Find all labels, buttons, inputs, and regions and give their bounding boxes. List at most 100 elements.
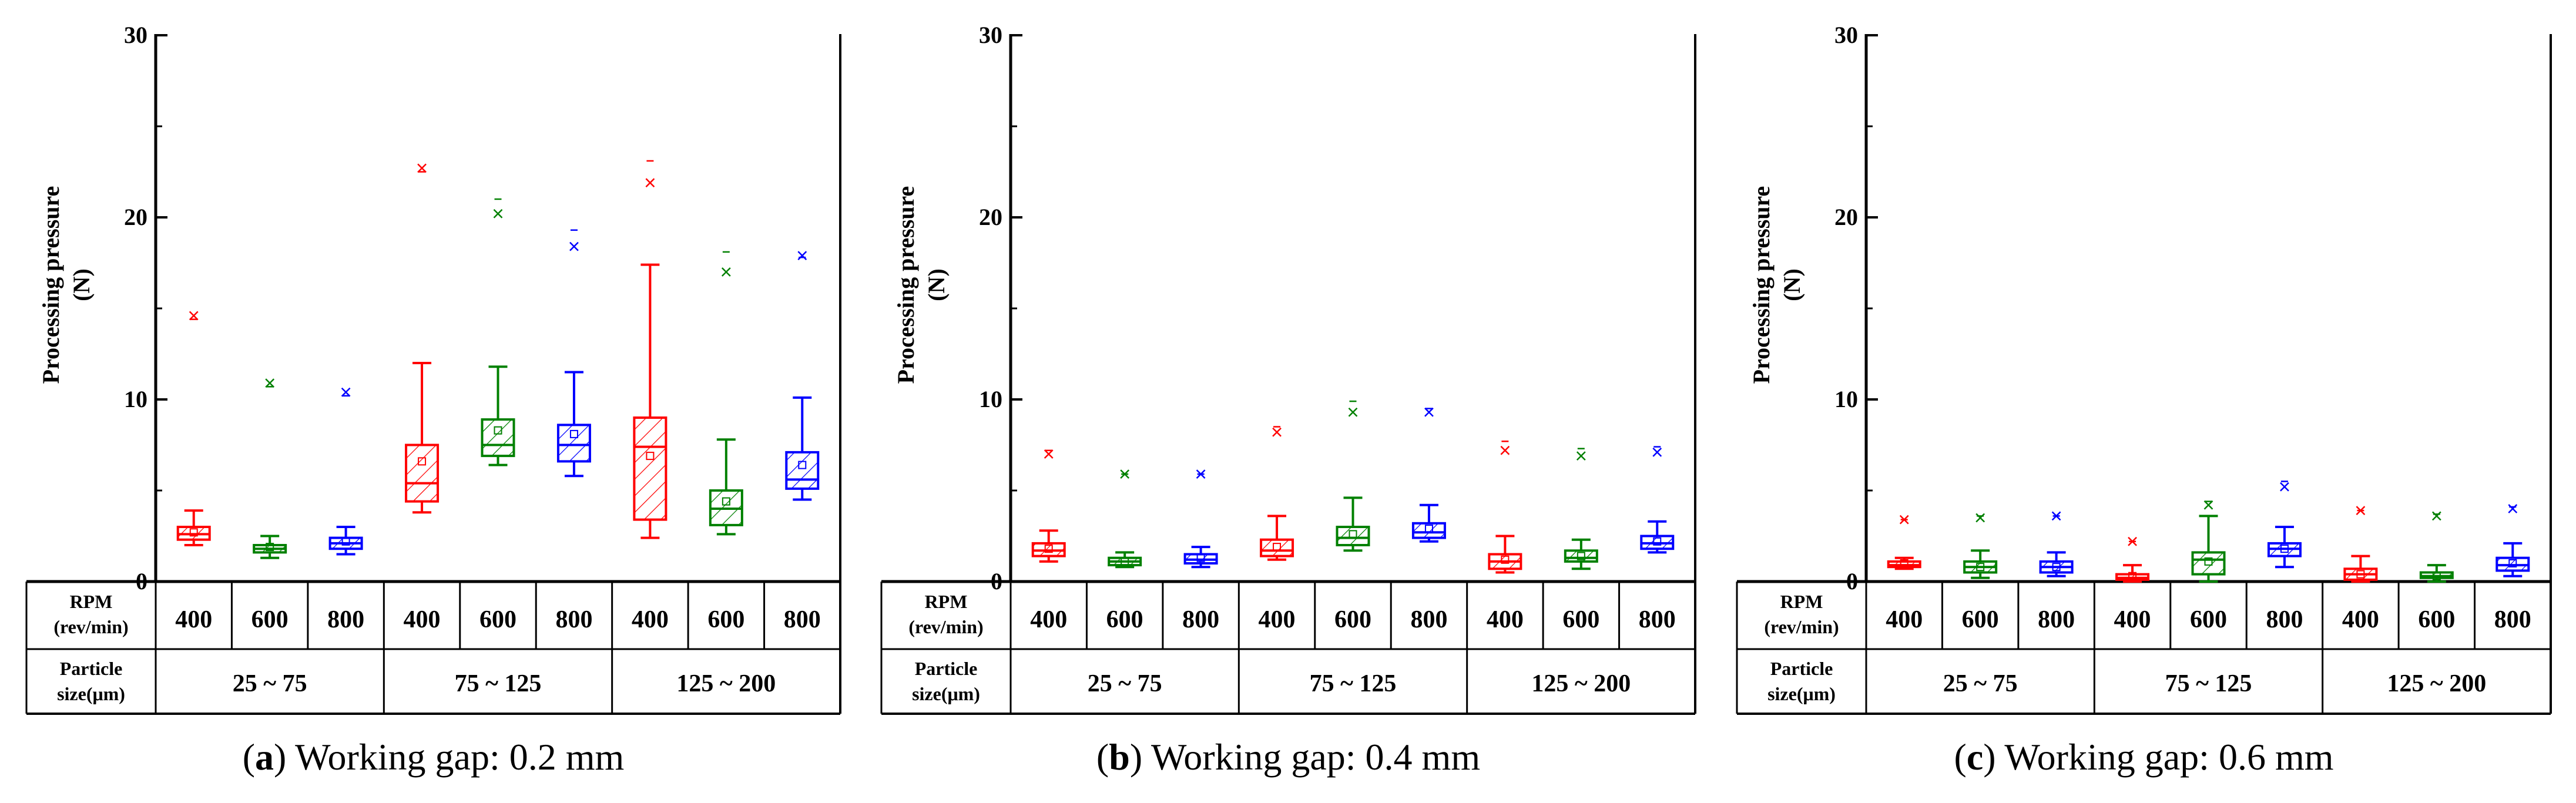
mean-marker bbox=[189, 528, 198, 537]
caption-open-paren: ( bbox=[1954, 736, 1967, 778]
rpm-label: 400 bbox=[2342, 606, 2379, 633]
outlier-marker bbox=[2203, 500, 2213, 510]
outlier-marker bbox=[797, 251, 807, 260]
rpm-label: 800 bbox=[1639, 606, 1676, 633]
mean-marker bbox=[722, 497, 730, 506]
panel-caption: (b) Working gap: 0.4 mm bbox=[1096, 736, 1480, 778]
rpm-label: 800 bbox=[2038, 606, 2075, 633]
rpm-label: 600 bbox=[1106, 606, 1143, 633]
group-label: 125 ~ 200 bbox=[676, 670, 776, 697]
mean-marker bbox=[1424, 525, 1433, 533]
panel-caption: (a) Working gap: 0.2 mm bbox=[243, 736, 625, 778]
y-tick-label: 10 bbox=[979, 386, 1002, 412]
mean-marker bbox=[646, 452, 655, 461]
box-75125-600 bbox=[1336, 400, 1370, 552]
box-2575-800 bbox=[1183, 469, 1218, 569]
box-75125-400 bbox=[1260, 426, 1294, 561]
category-table: RPM (rev/min) Particle size(μm) 400 600 800 400… bbox=[880, 580, 1696, 715]
outlier-marker bbox=[1652, 448, 1662, 457]
rpm-unit: (rev/min) bbox=[1764, 616, 1839, 637]
rpm-label: 800 bbox=[1410, 606, 1447, 633]
mean-marker bbox=[494, 426, 502, 435]
outlier-marker bbox=[1348, 407, 1358, 417]
box-125200-400 bbox=[1488, 441, 1522, 574]
rpm-label: 600 bbox=[1962, 606, 1999, 633]
rpm-label: 800 bbox=[784, 606, 821, 633]
iqr-box bbox=[481, 418, 515, 458]
outlier-marker bbox=[265, 378, 275, 388]
mean-marker bbox=[1349, 530, 1357, 539]
group-label: 125 ~ 200 bbox=[1531, 670, 1631, 697]
box-75125-800 bbox=[556, 229, 591, 478]
rpm-unit: (rev/min) bbox=[53, 616, 128, 637]
outlier-marker bbox=[721, 267, 731, 277]
outlier-marker bbox=[493, 209, 503, 219]
group-label: 75 ~ 125 bbox=[2165, 670, 2252, 697]
mean-marker bbox=[2356, 570, 2365, 579]
mean-marker bbox=[1653, 537, 1662, 546]
box-125200-800 bbox=[1640, 446, 1675, 554]
outlier-marker bbox=[1975, 513, 1985, 523]
y-tick-label: 20 bbox=[979, 204, 1002, 230]
y-tick-label: 20 bbox=[1834, 204, 1858, 230]
rpm-label: 800 bbox=[2494, 606, 2531, 633]
mean-marker bbox=[2204, 557, 2213, 566]
iqr-box bbox=[405, 444, 440, 503]
box-125200-800 bbox=[2496, 504, 2530, 577]
mean-marker bbox=[1976, 563, 1985, 572]
box-2575-600 bbox=[1963, 513, 1998, 579]
outlier-marker bbox=[2508, 504, 2518, 513]
mean-marker bbox=[341, 537, 350, 546]
rpm-label: 400 bbox=[2114, 606, 2151, 633]
y-axis-title: Processing pressure bbox=[893, 186, 919, 384]
box-125200-600 bbox=[709, 251, 743, 536]
rpm-label: 800 bbox=[555, 606, 592, 633]
box-2575-600 bbox=[253, 378, 287, 559]
outlier-marker bbox=[1424, 407, 1434, 417]
rpm-label: 400 bbox=[1886, 606, 1923, 633]
y-axis-unit: (N) bbox=[923, 268, 950, 301]
mean-marker bbox=[2052, 563, 2061, 572]
iqr-box bbox=[785, 451, 820, 490]
y-tick-label: 30 bbox=[1834, 22, 1858, 48]
rpm-header: RPM bbox=[925, 591, 968, 612]
box-2575-600 bbox=[1108, 469, 1142, 569]
group-label: 75 ~ 125 bbox=[455, 670, 542, 697]
caption-open-paren: ( bbox=[243, 736, 255, 778]
iqr-box bbox=[633, 416, 668, 521]
outlier-marker bbox=[569, 241, 579, 251]
category-table: RPM (rev/min) Particle size(μm) 400 600 800 400… bbox=[1736, 580, 2552, 715]
box-75125-600 bbox=[481, 198, 515, 466]
rpm-header: RPM bbox=[1780, 591, 1823, 612]
box-125200-400 bbox=[633, 160, 668, 539]
iqr-box bbox=[2191, 551, 2226, 576]
y-axis-title: Processing pressure bbox=[38, 186, 64, 384]
mean-marker bbox=[2508, 559, 2517, 567]
particle-unit: size(μm) bbox=[912, 683, 980, 704]
box-2575-400 bbox=[176, 311, 211, 546]
caption-text: ) Working gap: 0.6 mm bbox=[1983, 736, 2333, 778]
rpm-unit: (rev/min) bbox=[908, 616, 983, 637]
y-axis-title: Processing pressure bbox=[1748, 186, 1775, 384]
rpm-label: 400 bbox=[404, 606, 441, 633]
rpm-label: 600 bbox=[707, 606, 744, 633]
y-tick-label: 10 bbox=[124, 386, 147, 412]
group-label: 25 ~ 75 bbox=[1088, 670, 1162, 697]
outlier-marker bbox=[1272, 427, 1282, 437]
rpm-label: 400 bbox=[1487, 606, 1524, 633]
box-75125-400 bbox=[405, 163, 440, 514]
outlier-marker bbox=[341, 387, 351, 397]
rpm-label: 400 bbox=[632, 606, 669, 633]
mean-marker bbox=[1273, 543, 1282, 552]
box-2575-400 bbox=[1031, 449, 1066, 563]
box-125200-400 bbox=[2343, 506, 2378, 583]
box-75125-600 bbox=[2191, 500, 2226, 583]
rpm-label: 800 bbox=[2266, 606, 2303, 633]
mean-marker bbox=[1577, 552, 1585, 560]
y-tick-label: 20 bbox=[124, 204, 147, 230]
group-label: 125 ~ 200 bbox=[2387, 670, 2486, 697]
rpm-label: 800 bbox=[327, 606, 364, 633]
mean-marker bbox=[1196, 553, 1205, 562]
box-2575-800 bbox=[328, 387, 363, 556]
mean-marker bbox=[2128, 572, 2137, 580]
